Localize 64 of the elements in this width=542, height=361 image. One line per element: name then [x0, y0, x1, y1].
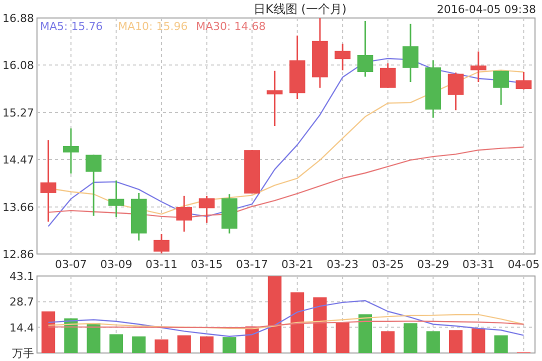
line-series [48, 314, 524, 330]
bar [448, 330, 463, 353]
line-series [48, 320, 524, 328]
y-tick-label: 16.08 [2, 58, 34, 72]
candlestick [516, 71, 532, 90]
chart-title: 日K线图 (一个月) [253, 2, 347, 16]
y-tick-label: 13.66 [2, 201, 34, 214]
candlestick [334, 43, 351, 71]
bar [313, 297, 327, 353]
candlestick [470, 50, 486, 83]
candlestick [493, 70, 509, 106]
bar [404, 323, 418, 353]
bar [494, 335, 508, 353]
bar [336, 322, 350, 353]
line-series [48, 300, 524, 337]
bar [381, 331, 395, 353]
y-tick-label: 14.4 [10, 321, 34, 334]
y-tick-label: 43.1 [10, 270, 34, 283]
chart-subtitle: 2016-04-05 09:38 [436, 3, 536, 16]
x-tick-label: 03-23 [326, 258, 359, 271]
y-tick-label: 万手 [12, 347, 34, 360]
bar [290, 292, 304, 353]
candlestick [154, 233, 170, 254]
x-tick-label: 03-07 [54, 258, 87, 271]
candlestick [448, 72, 464, 111]
x-tick-label: 03-21 [281, 258, 314, 271]
bar [86, 323, 100, 353]
candlestick [63, 128, 79, 174]
y-tick-label: 16.88 [2, 12, 34, 25]
bar [222, 337, 236, 353]
text: MA5: 15.76 [40, 20, 103, 33]
y-tick-label: 12.86 [2, 248, 34, 261]
text: MA10: 15.96 [118, 20, 188, 33]
candlestick [402, 23, 418, 83]
candlestick [108, 180, 124, 218]
candlestick [198, 195, 215, 224]
x-tick-label: 03-31 [462, 258, 494, 271]
x-tick-label: 03-09 [100, 258, 132, 271]
y-tick-label: 15.27 [2, 106, 34, 120]
x-tick-label: 03-15 [190, 258, 223, 271]
x-tick-label: 03-11 [146, 258, 178, 271]
x-tick-label: 03-29 [417, 258, 450, 271]
bar [132, 336, 146, 353]
bar [358, 314, 372, 353]
candlestick [357, 20, 374, 78]
bar [472, 328, 486, 353]
x-tick-label: 03-17 [236, 258, 268, 271]
x-tick-label: 03-25 [372, 258, 404, 271]
bar [268, 276, 282, 353]
candlestick [176, 195, 192, 232]
y-tick-label: 14.47 [2, 153, 34, 166]
bar [177, 335, 191, 353]
bar [200, 336, 214, 353]
x-tick-label: 04-05 [508, 258, 540, 271]
bar [42, 311, 56, 353]
candlestick [86, 154, 102, 217]
text: MA30: 14.68 [196, 20, 266, 33]
candlestick [380, 62, 396, 89]
bar [426, 331, 440, 353]
candlestick [40, 139, 56, 222]
bar [154, 339, 168, 353]
bar [109, 334, 124, 353]
y-tick-label: 28.7 [10, 296, 34, 309]
candlestick [266, 70, 283, 127]
